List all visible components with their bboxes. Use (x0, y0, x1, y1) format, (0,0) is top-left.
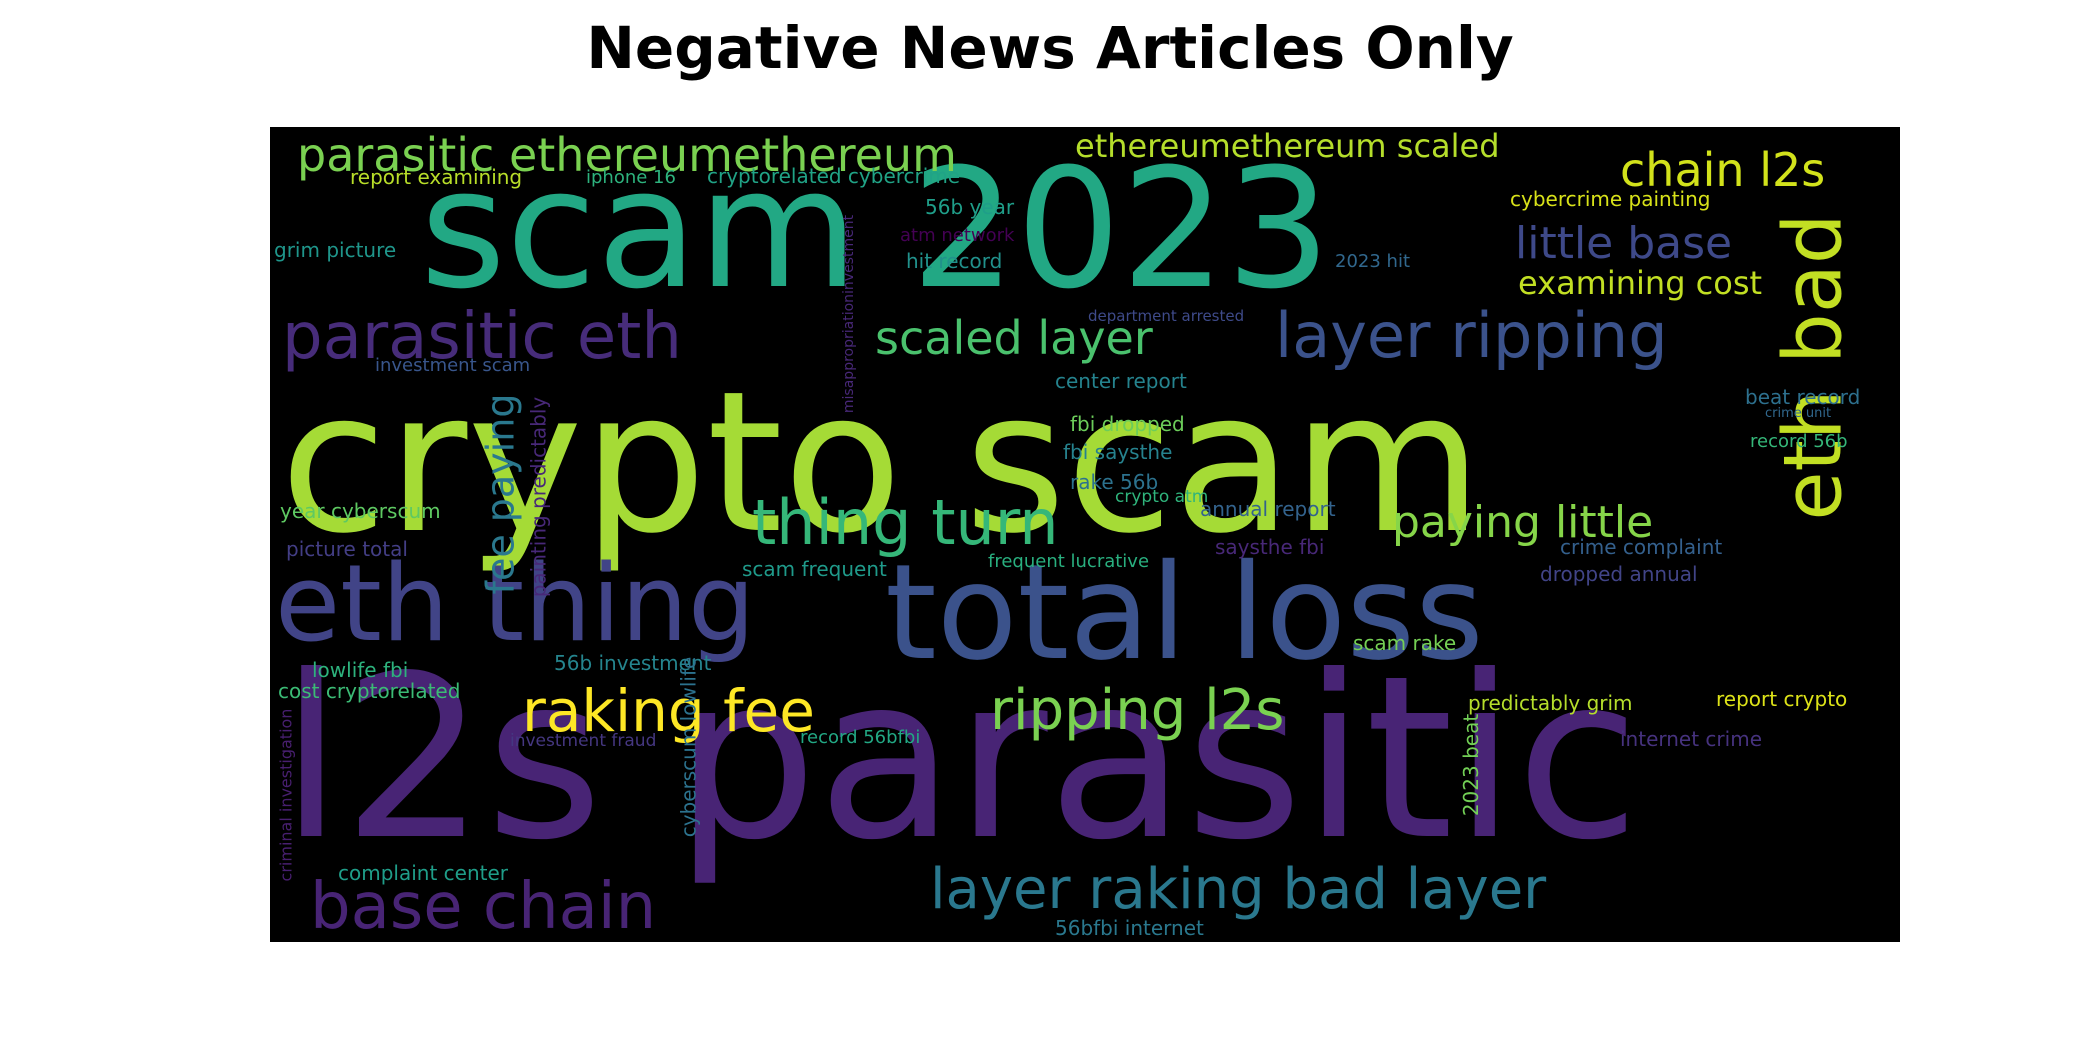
word: thing turn (752, 486, 1059, 559)
word: base chain (310, 870, 657, 942)
word: scaled layer (875, 311, 1153, 365)
word: investment fraud (510, 731, 657, 751)
word: misappropriationinvestment (841, 214, 858, 414)
word: ethereumethereum scaled (1075, 127, 1500, 165)
word: report examining (350, 165, 523, 189)
word: cost cryptorelated (278, 679, 461, 703)
word: ripping l2s (990, 678, 1285, 743)
word: parasitic eth (282, 300, 682, 374)
word: eth thing (275, 542, 756, 665)
word: crypto scam (280, 349, 1483, 576)
word: 2023 beat (1459, 713, 1484, 817)
word: fbi saysthe (1063, 440, 1173, 464)
word: 56b year (925, 195, 1015, 219)
word-cloud: crypto scam l2s parasitic scam 2023 tota… (270, 127, 1900, 942)
chart-title: Negative News Articles Only (586, 14, 1514, 82)
word: criminal investigation (276, 708, 296, 882)
word: year cyberscum (280, 499, 441, 523)
word: frequent lucrative (988, 551, 1150, 572)
word: eth bad (1766, 213, 1860, 521)
word: scam rake (1353, 631, 1457, 655)
word: examining cost (1518, 264, 1763, 302)
word: saysthe fbi (1215, 535, 1325, 559)
word: hit record (906, 249, 1003, 273)
word: record 56bfbi (800, 727, 921, 748)
word: chain l2s (1620, 143, 1826, 197)
word: crime complaint (1560, 535, 1723, 559)
word: scam 2023 (420, 133, 1331, 325)
word: report crypto (1716, 687, 1848, 711)
word: cryptorelated cybercrime (707, 164, 961, 188)
word: iphone 16 (586, 167, 676, 188)
word: painting predictably (526, 396, 551, 598)
word: l2s parasitic (280, 628, 1640, 890)
word: grim picture (274, 238, 397, 262)
word: department arrested (1088, 307, 1245, 325)
word: center report (1055, 369, 1187, 393)
word: beat record (1745, 385, 1861, 409)
word: picture total (286, 537, 408, 561)
word: annual report (1200, 497, 1336, 521)
word: rake 56b (1070, 470, 1159, 494)
word: fbi dropped (1070, 412, 1185, 436)
word: atm network (900, 225, 1015, 246)
word: little base (1515, 218, 1733, 269)
word: scam frequent (742, 557, 887, 581)
word: cyberscum lowlife (676, 656, 701, 838)
word: dropped annual (1540, 562, 1698, 586)
word: layer raking bad layer (930, 857, 1547, 922)
word: predictably grim (1468, 691, 1633, 715)
word: investment scam (375, 355, 531, 376)
word: total loss (885, 536, 1484, 690)
word: fee paying (478, 393, 523, 595)
word: paying little (1392, 497, 1654, 548)
word: raking fee (522, 677, 815, 745)
word: complaint center (338, 861, 508, 885)
word: 56b investment (554, 651, 712, 675)
word: 2023 hit (1335, 251, 1410, 272)
word: lowlife fbi (312, 658, 409, 682)
word: layer ripping (1275, 299, 1668, 372)
word: cybercrime painting (1510, 187, 1711, 211)
word: crime unit (1765, 406, 1832, 421)
word: record 56b (1750, 431, 1848, 452)
word: crypto atm (1115, 487, 1209, 507)
word: internet crime (1620, 727, 1762, 751)
word: parasitic ethereumethereum (297, 128, 957, 182)
word: 56bfbi internet (1055, 916, 1204, 940)
